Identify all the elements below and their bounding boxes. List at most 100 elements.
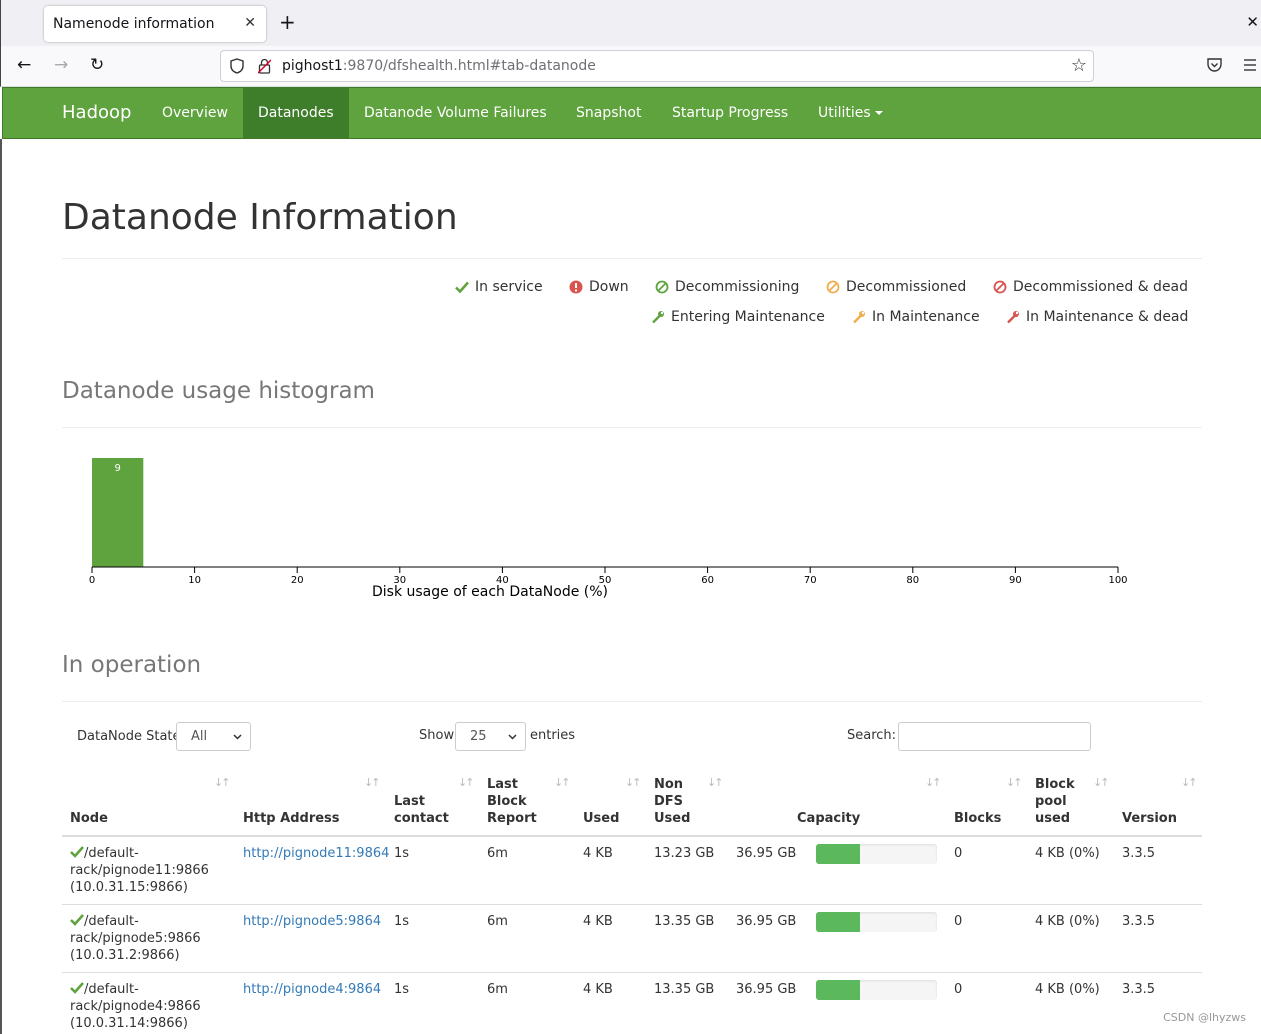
nav-utilities[interactable]: Utilities bbox=[818, 88, 883, 138]
nav-datanode-volume-failures[interactable]: Datanode Volume Failures bbox=[364, 105, 547, 121]
browser-tab[interactable]: Namenode information ✕ bbox=[44, 6, 266, 42]
pocket-icon[interactable] bbox=[1206, 57, 1223, 73]
nav-startup-progress[interactable]: Startup Progress bbox=[672, 105, 789, 121]
histogram-title: Datanode usage histogram bbox=[62, 378, 375, 404]
block-pool-used: 4 KB (0%) bbox=[1035, 982, 1100, 997]
header-label: Http Address bbox=[243, 811, 340, 826]
sort-icon[interactable]: ↓↑ bbox=[925, 776, 942, 789]
sort-icon[interactable]: ↓↑ bbox=[214, 776, 231, 789]
sort-icon[interactable]: ↓↑ bbox=[625, 776, 642, 789]
sort-icon[interactable]: ↓↑ bbox=[707, 776, 724, 789]
column-header-http-address[interactable]: Http Address bbox=[243, 810, 340, 827]
used: 4 KB bbox=[583, 982, 613, 997]
bookmark-star-icon[interactable]: ☆ bbox=[1070, 55, 1087, 76]
ban-icon bbox=[993, 280, 1007, 294]
page-border bbox=[0, 139, 2, 1034]
version: 3.3.5 bbox=[1122, 914, 1156, 929]
url-text[interactable]: pighost1:9870/dfshealth.html#tab-datanod… bbox=[282, 58, 596, 74]
capacity-progress-fill bbox=[816, 980, 860, 1000]
last-block-report: 6m bbox=[487, 982, 508, 997]
wrench-icon bbox=[853, 311, 865, 324]
search-input[interactable] bbox=[898, 722, 1091, 751]
usage-histogram: 9 0 10 20 30 40 50 60 70 80 90 100 Disk usage of e… bbox=[89, 458, 1128, 600]
capacity: 36.95 GB bbox=[736, 914, 797, 929]
http-address-link[interactable]: http://pignode4:9864 bbox=[243, 982, 382, 997]
insecure-lock-icon[interactable] bbox=[258, 58, 271, 74]
column-header-used[interactable]: Used bbox=[583, 810, 619, 827]
column-header-last-contact[interactable]: Last contact bbox=[394, 793, 454, 827]
tab-close-icon[interactable]: ✕ bbox=[244, 15, 256, 31]
http-address-link[interactable]: http://pignode5:9864 bbox=[243, 914, 382, 929]
nav-overview[interactable]: Overview bbox=[162, 105, 228, 121]
http-address-link[interactable]: http://pignode11:9864 bbox=[243, 846, 390, 861]
forward-icon[interactable]: → bbox=[54, 55, 69, 75]
node-name-line1: /default- bbox=[84, 982, 139, 997]
column-header-non-dfs-used[interactable]: Non DFS Used bbox=[654, 776, 694, 827]
x-tick-label: 30 bbox=[393, 575, 406, 586]
x-tick-label: 60 bbox=[701, 575, 714, 586]
hamburger-menu-icon[interactable] bbox=[1243, 58, 1257, 72]
sort-icon[interactable]: ↓↑ bbox=[1181, 776, 1198, 789]
capacity-progress-bar bbox=[816, 912, 937, 932]
header-label: Used bbox=[583, 811, 620, 826]
blocks: 0 bbox=[954, 982, 963, 997]
nav-datanodes[interactable]: Datanodes bbox=[243, 88, 349, 138]
operation-title: In operation bbox=[62, 652, 202, 678]
column-header-node[interactable]: Node bbox=[70, 810, 108, 827]
tab-title: Namenode information bbox=[53, 16, 215, 32]
node-name-line1: /default- bbox=[84, 846, 139, 861]
datanode-state-select[interactable]: All bbox=[176, 722, 251, 751]
node-cell: /default- rack/pignode5:9866 (10.0.31.2:… bbox=[70, 913, 201, 964]
watermark: CSDN @lhyzws bbox=[1163, 1011, 1246, 1024]
shield-icon[interactable] bbox=[230, 58, 244, 74]
column-header-block-pool-used[interactable]: Block pool used bbox=[1035, 776, 1080, 827]
x-tick-label: 100 bbox=[1108, 575, 1127, 586]
nav-snapshot[interactable]: Snapshot bbox=[576, 105, 642, 121]
non-dfs-used: 13.35 GB bbox=[654, 982, 715, 997]
reload-icon[interactable]: ↻ bbox=[90, 55, 105, 75]
capacity-progress-fill bbox=[816, 912, 860, 932]
sort-icon[interactable]: ↓↑ bbox=[1006, 776, 1023, 789]
sort-icon[interactable]: ↓↑ bbox=[1093, 776, 1110, 789]
browser-tab-bar: Namenode information ✕ + ✕ bbox=[0, 0, 1261, 46]
check-icon bbox=[70, 846, 84, 858]
search-label: Search: bbox=[847, 728, 897, 743]
blocks: 0 bbox=[954, 914, 963, 929]
header-label: Non DFS Used bbox=[654, 777, 691, 826]
x-tick-label: 0 bbox=[89, 575, 95, 586]
legend-label: Entering Maintenance bbox=[671, 309, 825, 325]
legend-label: Down bbox=[589, 279, 629, 295]
x-axis-label: Disk usage of each DataNode (%) bbox=[372, 584, 608, 600]
last-block-report: 6m bbox=[487, 846, 508, 861]
column-header-blocks[interactable]: Blocks bbox=[954, 810, 1001, 827]
divider bbox=[62, 258, 1202, 259]
last-contact: 1s bbox=[394, 914, 410, 929]
sort-icon[interactable]: ↓↑ bbox=[554, 776, 571, 789]
version: 3.3.5 bbox=[1122, 982, 1156, 997]
column-header-last-block-report[interactable]: Last Block Report bbox=[487, 776, 542, 827]
row-divider bbox=[62, 904, 1202, 905]
browser-toolbar: ← → ↻ pighost1:9870/dfshealth.html#tab-d… bbox=[0, 46, 1261, 87]
check-icon bbox=[455, 281, 469, 294]
ban-icon bbox=[655, 280, 669, 294]
column-header-version[interactable]: Version bbox=[1122, 810, 1177, 827]
caret-down-icon bbox=[874, 111, 883, 115]
back-icon[interactable]: ← bbox=[17, 55, 32, 75]
header-label: Capacity bbox=[797, 811, 861, 826]
sort-icon[interactable]: ↓↑ bbox=[458, 776, 475, 789]
chevron-down-icon bbox=[508, 734, 517, 740]
datanode-state-value: All bbox=[191, 729, 208, 744]
sort-icon[interactable]: ↓↑ bbox=[364, 776, 381, 789]
node-ip: (10.0.31.14:9866) bbox=[70, 1016, 188, 1031]
new-tab-icon[interactable]: + bbox=[279, 10, 296, 34]
url-bar[interactable]: pighost1:9870/dfshealth.html#tab-datanod… bbox=[220, 50, 1094, 82]
entries-per-page-select[interactable]: 25 bbox=[455, 722, 526, 751]
legend-label: Decommissioned & dead bbox=[1013, 279, 1189, 295]
hadoop-brand[interactable]: Hadoop bbox=[62, 102, 132, 123]
legend-label: In service bbox=[475, 279, 543, 295]
header-label: Block pool used bbox=[1035, 777, 1075, 826]
node-name-line2: rack/pignode11:9866 bbox=[70, 863, 209, 878]
column-header-capacity[interactable]: Capacity bbox=[797, 810, 860, 827]
check-icon bbox=[70, 982, 84, 994]
window-close-icon[interactable]: ✕ bbox=[1246, 13, 1259, 31]
